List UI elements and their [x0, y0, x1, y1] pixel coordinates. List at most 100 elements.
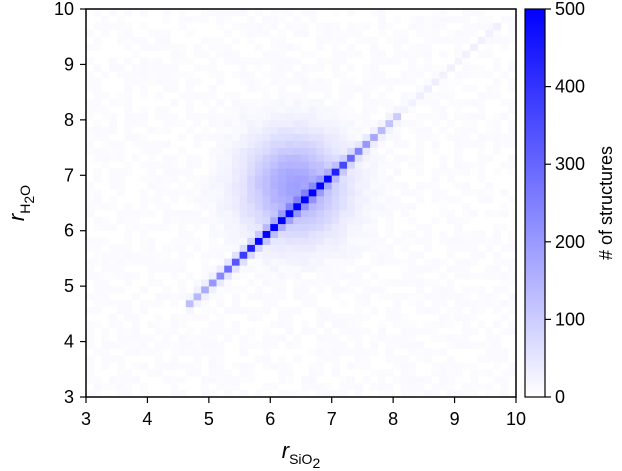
heatmap-cell	[208, 9, 217, 17]
heatmap-cell	[393, 313, 402, 322]
heatmap-cell	[224, 327, 233, 335]
heatmap-cell	[101, 203, 110, 211]
heatmap-cell	[293, 15, 302, 24]
heatmap-cell	[277, 279, 286, 287]
heatmap-cell	[316, 99, 325, 107]
heatmap-cell	[170, 189, 179, 197]
heatmap-cell	[362, 119, 371, 128]
heatmap-cell	[377, 189, 386, 197]
heatmap-cell	[270, 362, 279, 370]
heatmap-cell	[393, 78, 402, 86]
heatmap-cell	[139, 383, 148, 391]
heatmap-cell	[86, 265, 94, 273]
heatmap-cell	[178, 223, 187, 232]
heatmap-cell	[224, 29, 233, 38]
colorbar-title: # of structures	[596, 146, 616, 260]
heatmap-cell	[254, 390, 263, 398]
heatmap-cell	[262, 237, 271, 245]
heatmap-cell	[86, 78, 94, 86]
heatmap-cell	[446, 334, 455, 342]
heatmap-cell	[308, 348, 317, 356]
heatmap-cell	[170, 71, 179, 79]
heatmap-cell	[201, 133, 210, 141]
heatmap-cell	[408, 334, 417, 342]
heatmap-cell	[324, 390, 333, 398]
heatmap-cell	[93, 147, 102, 155]
heatmap-cell	[385, 369, 394, 377]
heatmap-cell	[185, 161, 194, 169]
heatmap-cell	[93, 293, 102, 301]
heatmap-cell	[462, 36, 471, 44]
heatmap-cell	[439, 36, 448, 44]
heatmap-cell	[308, 251, 317, 259]
heatmap-cell	[201, 175, 210, 183]
heatmap-cell	[454, 29, 463, 38]
heatmap-cell	[362, 126, 371, 135]
heatmap-cell	[301, 230, 309, 238]
heatmap-cell	[469, 22, 478, 31]
heatmap-cell	[216, 355, 225, 363]
heatmap-cell	[339, 258, 348, 266]
heatmap-cell	[162, 362, 171, 370]
heatmap-cell	[139, 286, 148, 294]
heatmap-cell	[116, 306, 125, 315]
heatmap-cell	[508, 237, 517, 245]
heatmap-cell	[362, 78, 371, 86]
heatmap-cell	[500, 272, 509, 280]
heatmap-cell	[101, 147, 110, 155]
heatmap-cell	[508, 161, 517, 169]
heatmap-cell	[86, 272, 94, 280]
heatmap-cell	[147, 182, 156, 190]
heatmap-cell	[224, 369, 233, 377]
heatmap-cell	[508, 244, 517, 252]
heatmap-cell	[354, 244, 363, 252]
heatmap-cell	[316, 334, 325, 342]
heatmap-cell	[500, 376, 509, 384]
heatmap-cell	[86, 71, 94, 79]
heatmap-cell	[492, 64, 501, 72]
heatmap-cell	[308, 244, 317, 252]
heatmap-cell	[224, 216, 233, 225]
heatmap-cell	[231, 112, 240, 121]
heatmap-cell	[301, 209, 309, 218]
heatmap-cell	[247, 223, 256, 232]
heatmap-cell	[147, 320, 156, 329]
heatmap-cell	[193, 209, 202, 218]
heatmap-cell	[362, 362, 371, 370]
heatmap-cell	[469, 43, 478, 51]
heatmap-cell	[247, 15, 256, 24]
heatmap-cell	[277, 230, 286, 238]
heatmap-cell	[439, 189, 448, 197]
heatmap-cell	[393, 43, 402, 51]
heatmap-cell	[239, 258, 248, 266]
heatmap-cell	[385, 112, 394, 121]
heatmap-cell	[132, 216, 141, 225]
heatmap-cell	[224, 119, 233, 128]
heatmap-cell	[247, 22, 256, 31]
heatmap-cell	[239, 251, 248, 259]
heatmap-cell	[139, 140, 148, 148]
heatmap-cell	[431, 265, 440, 273]
heatmap-cell	[339, 85, 348, 93]
heatmap-cell	[239, 341, 248, 349]
heatmap-cell	[446, 36, 455, 44]
heatmap-cell	[400, 182, 409, 190]
heatmap-cell	[477, 230, 486, 238]
heatmap-cell	[385, 341, 394, 349]
heatmap-cell	[201, 50, 210, 58]
heatmap-cell	[139, 161, 148, 169]
heatmap-cell	[423, 390, 432, 398]
heatmap-cell	[446, 341, 455, 349]
heatmap-cell	[139, 92, 148, 100]
heatmap-cell	[462, 15, 471, 24]
heatmap-cell	[370, 50, 379, 58]
heatmap-cell	[431, 22, 440, 31]
heatmap-cell	[201, 376, 210, 384]
heatmap-cell	[231, 237, 240, 245]
heatmap-cell	[408, 237, 417, 245]
heatmap-cell	[185, 341, 194, 349]
heatmap-cell	[231, 286, 240, 294]
heatmap-cell	[339, 126, 348, 135]
heatmap-cell	[193, 348, 202, 356]
heatmap-cell	[201, 196, 210, 204]
